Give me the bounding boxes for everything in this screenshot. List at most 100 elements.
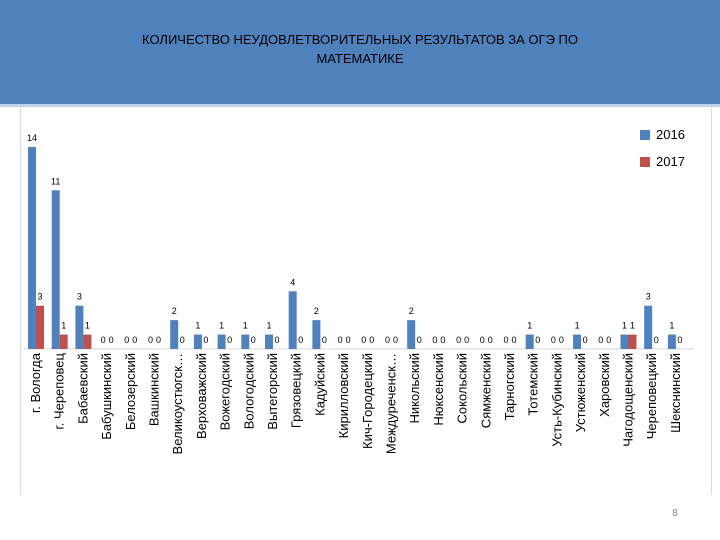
bar-2016-23 [573, 334, 582, 349]
category-label-7: Верховажский [194, 353, 209, 439]
category-label-10: Вытегорский [265, 353, 280, 430]
data-label-2017-9: 0 [251, 335, 256, 345]
category-label-15: Междуреченск… [384, 353, 399, 454]
bar-2016-25 [620, 334, 629, 349]
data-label-2017-2: 1 [85, 321, 90, 331]
category-label-19: Сямженский [478, 353, 493, 428]
category-label-16: Никольский [407, 353, 422, 424]
category-label-2: Бабаевский [75, 353, 90, 424]
data-label-2017-12: 0 [322, 335, 327, 345]
data-label-2017-8: 0 [227, 335, 232, 345]
category-label-23: Устюженский [573, 353, 588, 432]
bar-2016-6 [170, 320, 179, 349]
legend-swatch-2016 [640, 130, 650, 140]
category-label-12: Кадуйский [312, 353, 327, 416]
data-label-2016-19: 0 [480, 335, 485, 345]
category-label-20: Тарногский [502, 353, 517, 420]
data-label-2016-26: 3 [646, 292, 651, 302]
data-label-2016-7: 1 [195, 321, 200, 331]
data-label-2017-20: 0 [511, 335, 516, 345]
bar-2017-25 [628, 334, 637, 349]
data-label-2016-13: 0 [338, 335, 343, 345]
data-label-2016-9: 1 [243, 321, 248, 331]
data-label-2016-16: 2 [409, 306, 414, 316]
data-label-2016-24: 0 [598, 335, 603, 345]
data-label-2016-17: 0 [432, 335, 437, 345]
category-label-17: Нюксенский [431, 353, 446, 426]
data-label-2017-10: 0 [274, 335, 279, 345]
legend-swatch-2017 [640, 157, 650, 167]
bar-2016-12 [312, 320, 321, 349]
data-label-2017-5: 0 [156, 335, 161, 345]
data-label-2016-6: 2 [172, 306, 177, 316]
category-label-14: Кич-Городецкий [360, 353, 375, 449]
data-label-2017-23: 0 [583, 335, 588, 345]
bar-2016-7 [193, 334, 202, 349]
bar-2016-26 [644, 305, 653, 349]
data-label-2016-21: 1 [527, 321, 532, 331]
bar-2017-0 [36, 305, 44, 349]
data-label-2017-16: 0 [417, 335, 422, 345]
data-label-2016-4: 0 [124, 335, 129, 345]
data-label-2016-15: 0 [385, 335, 390, 345]
category-label-21: Тотемский [526, 353, 541, 416]
data-label-2017-7: 0 [203, 335, 208, 345]
bar-2017-2 [83, 334, 92, 349]
bar-2016-9 [241, 334, 250, 349]
bar-2017-1 [59, 334, 68, 349]
data-label-2016-2: 3 [77, 292, 82, 302]
data-label-2016-10: 1 [266, 321, 271, 331]
data-label-2016-3: 0 [101, 335, 106, 345]
category-label-3: Бабушкинский [99, 353, 114, 440]
data-label-2016-5: 0 [148, 335, 153, 345]
data-label-2017-15: 0 [393, 335, 398, 345]
category-label-22: Усть-Кубинский [549, 353, 564, 447]
data-label-2016-11: 4 [290, 277, 295, 287]
page-number: 8 [672, 508, 678, 519]
category-label-26: Череповецкий [644, 353, 659, 439]
bar-2016-16 [407, 320, 416, 349]
data-label-2017-27: 0 [677, 335, 682, 345]
data-label-2017-6: 0 [180, 335, 185, 345]
category-label-11: Грязовецкий [289, 353, 304, 428]
category-label-4: Белозерский [123, 353, 138, 430]
category-label-0: г. Вологда [28, 352, 43, 413]
category-label-18: Сокольский [455, 353, 470, 423]
bar-2016-2 [75, 305, 84, 349]
bar-2016-21 [525, 334, 534, 349]
data-label-2017-24: 0 [606, 335, 611, 345]
data-label-2016-14: 0 [361, 335, 366, 345]
data-label-2017-3: 0 [109, 335, 114, 345]
data-label-2017-19: 0 [488, 335, 493, 345]
category-label-27: Шекснинский [668, 353, 683, 433]
category-label-25: Чагодощенский [621, 353, 636, 447]
title-banner: КОЛИЧЕСТВО НЕУДОВЛЕТВОРИТЕЛЬНЫХ РЕЗУЛЬТА… [0, 0, 720, 104]
data-label-2016-8: 1 [219, 321, 224, 331]
data-label-2017-21: 0 [535, 335, 540, 345]
bar-2016-11 [288, 291, 297, 349]
data-label-2017-25: 1 [630, 321, 635, 331]
data-label-2016-27: 1 [669, 321, 674, 331]
slide-title: КОЛИЧЕСТВО НЕУДОВЛЕТВОРИТЕЛЬНЫХ РЕЗУЛЬТА… [142, 32, 578, 66]
category-label-5: Вашкинский [147, 353, 162, 426]
data-label-2017-0: 3 [37, 292, 42, 302]
data-label-2017-14: 0 [369, 335, 374, 345]
data-label-2016-25: 1 [622, 321, 627, 331]
chart-frame [20, 107, 712, 495]
data-label-2016-23: 1 [575, 321, 580, 331]
category-label-1: г. Череповец [52, 352, 67, 429]
data-label-2017-13: 0 [346, 335, 351, 345]
data-label-2016-20: 0 [503, 335, 508, 345]
data-label-2016-22: 0 [551, 335, 556, 345]
legend-label-2016: 2016 [656, 127, 685, 142]
category-label-13: Кирилловский [336, 353, 351, 438]
data-label-2016-0: 14 [27, 133, 37, 143]
category-label-8: Вожегодский [218, 353, 233, 430]
data-label-2017-17: 0 [440, 335, 445, 345]
data-label-2017-4: 0 [132, 335, 137, 345]
category-label-6: Великоустюгск… [170, 353, 185, 454]
bar-2016-0 [28, 147, 36, 349]
bar-2016-1 [51, 190, 60, 349]
data-label-2017-1: 1 [61, 321, 66, 331]
